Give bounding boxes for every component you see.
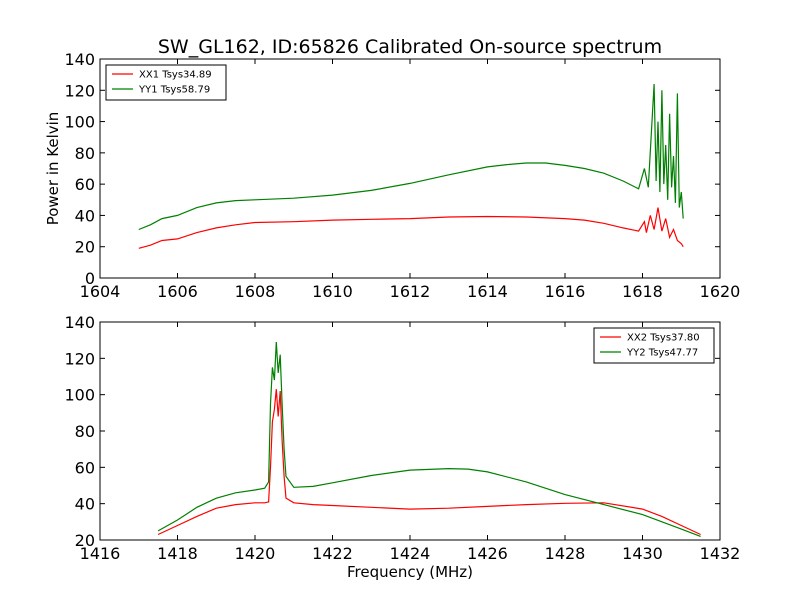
legend-entry: YY2 Tsys47.77: [626, 348, 698, 359]
legend-entry: YY1 Tsys58.79: [138, 85, 210, 96]
legend: XX1 Tsys34.89 YY1 Tsys58.79: [105, 64, 227, 101]
x-tick-label: 1428: [545, 544, 586, 563]
x-tick-label: 1616: [545, 282, 586, 301]
series-line-2: [138, 83, 684, 231]
legend: XX2 Tsys37.80 YY2 Tsys47.77: [593, 327, 715, 364]
y-tick-label: 20: [75, 531, 95, 550]
x-tick-label: 1610: [312, 282, 353, 301]
chart-title: SW_GL162, ID:65826 Calibrated On-source …: [158, 36, 662, 58]
y-tick-label: 20: [75, 238, 95, 257]
y-tick-label: 0: [85, 269, 95, 288]
y-tick-label: 140: [64, 313, 95, 332]
series-line-2: [157, 341, 701, 537]
x-tick-label: 1416: [80, 544, 121, 563]
legend-entry: XX1 Tsys34.89: [139, 70, 212, 81]
x-tick-label: 1618: [622, 282, 663, 301]
y-tick-label: 80: [75, 144, 95, 163]
legend-box: [593, 327, 715, 364]
y-axis-label: Power in Kelvin: [44, 112, 62, 226]
x-tick-label: 1432: [700, 544, 741, 563]
y-tick-label: 100: [64, 386, 95, 405]
top-panel: 1604 1606 1608 1610 1612 1614 1616 1618 1620 0 20 4…: [44, 50, 740, 301]
legend-box: [105, 64, 227, 101]
y-tick-label: 120: [64, 349, 95, 368]
legend-entry: XX2 Tsys37.80: [627, 333, 700, 344]
x-tick-label: 1420: [235, 544, 276, 563]
x-axis-label: Frequency (MHz): [347, 563, 473, 581]
series-line-1: [138, 207, 684, 249]
bottom-panel: 1416 1418 1420 1422 1424 1426 1428 1430 1432 20 40…: [64, 313, 740, 581]
series-line-1: [157, 389, 701, 536]
x-tick-label: 1604: [80, 282, 121, 301]
x-tick-label: 1608: [235, 282, 276, 301]
y-tick-label: 60: [75, 175, 95, 194]
x-tick-label: 1606: [157, 282, 198, 301]
x-tick-label: 1620: [700, 282, 741, 301]
y-tick-label: 40: [75, 495, 95, 514]
x-tick-label: 1612: [390, 282, 431, 301]
y-tick-label: 40: [75, 206, 95, 225]
y-tick-label: 120: [64, 81, 95, 100]
x-tick-label: 1418: [157, 544, 198, 563]
x-tick-label: 1614: [467, 282, 508, 301]
y-tick-label: 60: [75, 458, 95, 477]
y-tick-label: 140: [64, 50, 95, 69]
x-tick-label: 1422: [312, 544, 353, 563]
x-tick-label: 1430: [622, 544, 663, 563]
y-tick-label: 80: [75, 422, 95, 441]
x-tick-label: 1424: [390, 544, 431, 563]
y-tick-label: 100: [64, 113, 95, 132]
x-tick-label: 1426: [467, 544, 508, 563]
